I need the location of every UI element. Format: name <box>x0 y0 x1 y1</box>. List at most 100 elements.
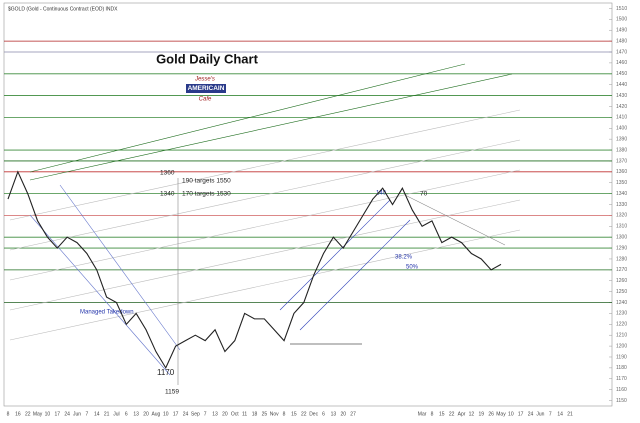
y-tick-label: 1290 <box>616 245 627 251</box>
y-tick-label: 1510 <box>616 6 627 12</box>
trend-line <box>29 63 466 173</box>
x-tick-label: 20 <box>222 411 228 417</box>
x-tick-label: Apr <box>458 411 466 417</box>
logo-text: Cafe <box>199 97 212 103</box>
x-tick-label: 13 <box>331 411 337 417</box>
x-tick-label: 25 <box>262 411 268 417</box>
y-tick-label: 1450 <box>616 71 627 77</box>
annotation: 140 <box>376 191 387 197</box>
annotation: 1360 <box>160 170 175 177</box>
x-tick-label: May <box>496 411 506 417</box>
annotation: 1159 <box>165 389 179 396</box>
y-tick-label: 1380 <box>616 147 627 153</box>
y-tick-label: 1160 <box>616 387 627 393</box>
channel-line <box>404 194 506 246</box>
y-tick-label: 1420 <box>616 104 627 110</box>
x-tick-label: 7 <box>85 411 88 417</box>
x-tick-label: 7 <box>204 411 207 417</box>
channel-line <box>59 184 181 351</box>
x-tick-label: 6 <box>125 411 128 417</box>
annotation: Managed Takedown <box>80 310 134 316</box>
trend-line <box>29 73 513 181</box>
x-tick-label: 10 <box>45 411 51 417</box>
x-tick-label: 22 <box>449 411 455 417</box>
x-tick-label: 19 <box>478 411 484 417</box>
x-tick-label: 20 <box>143 411 149 417</box>
x-tick-label: 20 <box>340 411 346 417</box>
y-tick-label: 1370 <box>616 158 627 164</box>
x-tick-label: 7 <box>549 411 552 417</box>
annotation: 170 targets 1530 <box>182 191 231 198</box>
x-tick-label: Jun <box>73 411 81 417</box>
y-tick-label: 1490 <box>616 28 627 34</box>
header: $GOLD (Gold - Continuous Contract (EOD) … <box>8 6 118 12</box>
x-tick-label: 15 <box>291 411 297 417</box>
x-tick-label: 17 <box>55 411 61 417</box>
x-tick-label: 13 <box>133 411 139 417</box>
y-tick-label: 1340 <box>616 191 627 197</box>
y-tick-label: 1230 <box>616 311 627 317</box>
x-tick-label: 14 <box>557 411 563 417</box>
x-tick-label: 17 <box>518 411 524 417</box>
annotation: 38.2% <box>395 255 413 261</box>
y-tick-label: 1240 <box>616 300 627 306</box>
plot-frame <box>3 2 613 407</box>
x-tick-label: 26 <box>488 411 494 417</box>
annotation: 190 targets 1550 <box>182 178 231 185</box>
logo-text: Jesse's <box>194 77 215 83</box>
y-tick-label: 1500 <box>616 17 627 23</box>
y-tick-label: 1220 <box>616 322 627 328</box>
x-tick-label: 13 <box>212 411 218 417</box>
y-tick-label: 1170 <box>616 376 627 382</box>
channel-line <box>279 199 391 311</box>
x-tick-label: Aug <box>151 411 160 417</box>
chart-title: Gold Daily Chart <box>156 51 259 66</box>
trend-line <box>9 109 521 221</box>
price-line <box>7 170 502 370</box>
channel-line <box>29 214 171 376</box>
x-tick-label: 6 <box>322 411 325 417</box>
y-tick-label: 1400 <box>616 126 627 132</box>
y-tick-label: 1190 <box>616 354 627 360</box>
x-tick-label: May <box>33 411 43 417</box>
x-tick-label: 21 <box>104 411 110 417</box>
trend-line <box>9 139 521 251</box>
x-tick-label: 8 <box>431 411 434 417</box>
y-tick-label: 1180 <box>616 365 627 371</box>
y-tick-label: 1250 <box>616 289 627 295</box>
channel-line <box>299 219 411 331</box>
y-tick-label: 1360 <box>616 169 627 175</box>
trend-line <box>9 229 521 341</box>
y-tick-label: 1320 <box>616 213 627 219</box>
trend-lines <box>9 63 521 385</box>
y-tick-label: 1410 <box>616 115 627 121</box>
x-tick-label: 24 <box>183 411 189 417</box>
y-tick-label: 1300 <box>616 235 627 241</box>
y-tick-label: 1430 <box>616 93 627 99</box>
x-tick-label: 18 <box>252 411 258 417</box>
x-tick-label: 11 <box>242 411 247 417</box>
x-tick-label: 22 <box>25 411 31 417</box>
x-tick-label: Nov <box>270 411 279 417</box>
x-tick-label: Sep <box>191 411 200 417</box>
y-tick-label: 1210 <box>616 333 627 339</box>
x-tick-label: Mar <box>418 411 427 417</box>
x-tick-label: Oct <box>231 411 239 417</box>
x-tick-label: 14 <box>94 411 100 417</box>
annotation: 70 <box>420 191 428 198</box>
y-tick-label: 1440 <box>616 82 627 88</box>
annotation: 1340 <box>160 191 175 198</box>
x-tick-label: 24 <box>64 411 70 417</box>
y-tick-label: 1280 <box>616 256 627 262</box>
y-tick-label: 1260 <box>616 278 627 284</box>
x-tick-label: Dec <box>309 411 318 417</box>
x-tick-label: 10 <box>163 411 169 417</box>
y-tick-label: 1310 <box>616 224 627 230</box>
x-tick-label: 15 <box>439 411 445 417</box>
x-tick-label: 24 <box>528 411 534 417</box>
x-tick-label: 8 <box>283 411 286 417</box>
y-tick-label: 1460 <box>616 60 627 66</box>
y-tick-label: 1470 <box>616 49 627 55</box>
x-tick-label: 8 <box>7 411 10 417</box>
y-tick-label: 1480 <box>616 38 627 44</box>
